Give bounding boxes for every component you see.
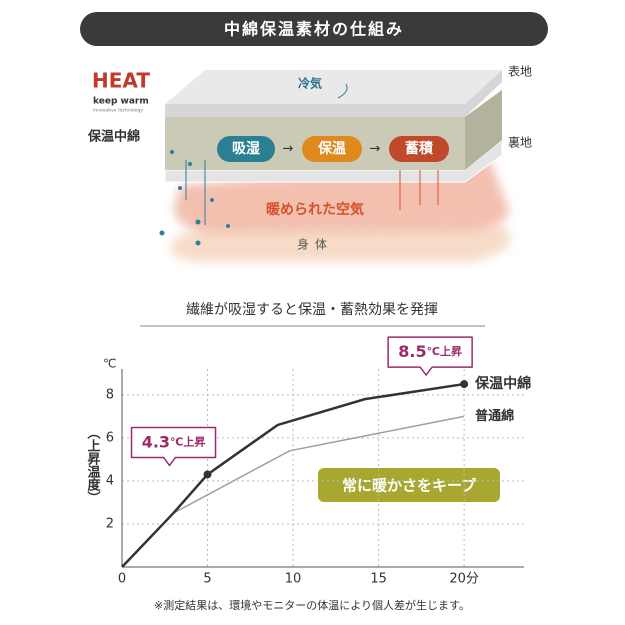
point-marker	[203, 470, 212, 479]
point-marker	[460, 380, 469, 389]
series-label: 普通綿	[475, 408, 514, 424]
moisture-arrows	[185, 160, 206, 225]
step-pill	[217, 136, 275, 162]
step-arrow: →	[370, 142, 381, 157]
logo-tagline: keep warm	[93, 97, 149, 107]
cold-air-label: 冷気	[298, 76, 322, 91]
cold-air-arrow	[337, 83, 348, 99]
callout-value: 8.5	[398, 342, 426, 361]
moisture-dots	[159, 150, 230, 246]
callout	[387, 336, 473, 376]
body-label: 身体	[297, 237, 333, 252]
step-label: 吸湿	[232, 141, 260, 157]
series-line	[121, 382, 465, 568]
callout	[130, 426, 217, 467]
callout-value: 4.3	[142, 432, 170, 451]
callout-text: 4.3℃上昇	[142, 432, 206, 451]
step-label: 保温	[317, 140, 346, 157]
outer-label: 表地	[508, 65, 532, 79]
series-label: 保温中綿	[474, 375, 531, 392]
step-pill	[389, 136, 449, 162]
heat-arrows	[399, 170, 439, 210]
warm-air-label: 暖められた空気	[266, 201, 364, 218]
step-pill	[302, 136, 362, 162]
x-tick-label: 15	[370, 572, 387, 587]
callout-text: 8.5℃上昇	[398, 342, 462, 361]
header-title: 中綿保温素材の仕組み	[224, 20, 404, 39]
footnote: ※測定結果は、環境やモニターの体温により個人差が生じます。	[154, 598, 470, 612]
logo-brand: HEAT	[92, 69, 150, 93]
header-bar	[80, 12, 548, 46]
x-tick-label: 5	[203, 572, 211, 587]
step-arrow: →	[283, 142, 294, 157]
step-label: 蓄積	[405, 140, 434, 157]
insulation-side	[465, 90, 502, 170]
lining-label: 裏地	[508, 135, 532, 150]
outer-top	[165, 70, 502, 104]
y-axis-label: （上昇温度）	[85, 426, 102, 504]
y-tick-label: 8	[106, 387, 114, 402]
y-tick-label: 4	[106, 473, 114, 488]
x-tick-label: 10	[285, 572, 302, 587]
insulation-label: 保温中綿	[87, 129, 140, 145]
x-tick-label: 20分	[449, 572, 479, 587]
chart-title: 繊維が吸湿すると保温・蓄熱効果を発揮	[186, 302, 438, 318]
y-tick-label: 6	[106, 430, 114, 445]
callout-suffix: ℃上昇	[427, 344, 462, 358]
badge-text: 常に暖かさをキープ	[342, 477, 477, 495]
y-unit: ℃	[103, 357, 116, 371]
y-tick-label: 2	[106, 516, 114, 531]
outer-front	[165, 70, 502, 117]
x-tick-label: 0	[118, 572, 126, 587]
logo-subline: innovative technology	[93, 108, 143, 114]
callout-suffix: ℃上昇	[170, 434, 205, 448]
badge	[318, 468, 500, 502]
